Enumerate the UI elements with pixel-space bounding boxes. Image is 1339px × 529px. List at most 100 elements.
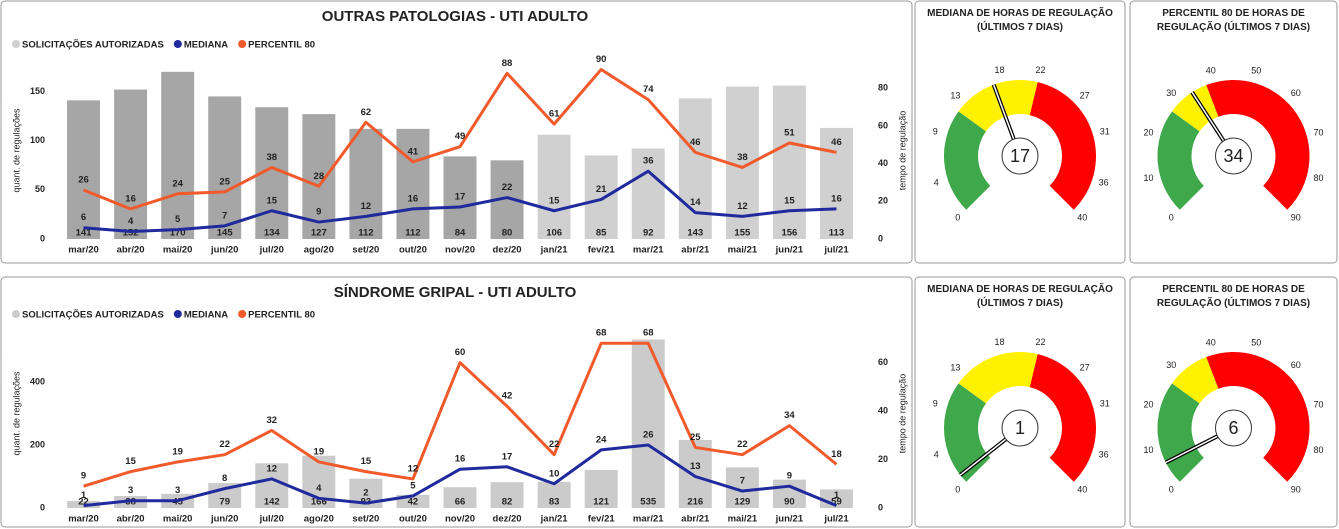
bar xyxy=(443,156,477,239)
line-value-label: 15 xyxy=(549,195,560,206)
legend-label: PERCENTIL 80 xyxy=(248,310,315,321)
y-axis-title: quant. de regulações xyxy=(11,371,21,456)
gauge-tick-label: 50 xyxy=(1251,65,1261,75)
line-value-label: 5 xyxy=(175,214,181,225)
line-value-label: 46 xyxy=(831,137,842,148)
bar xyxy=(678,98,712,239)
gauge-band xyxy=(1029,354,1096,482)
x-tick-label: mar/21 xyxy=(633,245,664,256)
bar-value-label: 92 xyxy=(643,228,654,239)
line-value-label: 22 xyxy=(219,439,230,450)
line-value-label: 34 xyxy=(784,410,795,421)
bar-value-label: 66 xyxy=(455,497,466,508)
line-value-label: 7 xyxy=(740,476,745,487)
line-value-label: 74 xyxy=(643,84,654,95)
y2-tick-label: 0 xyxy=(878,233,883,243)
gauge-tick-label: 50 xyxy=(1251,337,1261,347)
bar xyxy=(584,469,618,508)
legend-marker xyxy=(173,40,182,48)
gauge-tick-label: 27 xyxy=(1080,363,1090,373)
legend-marker xyxy=(173,310,182,318)
line-value-label: 38 xyxy=(266,152,277,163)
line-value-label: 21 xyxy=(596,184,607,195)
line-value-label: 60 xyxy=(455,347,466,358)
y-tick-label: 0 xyxy=(40,233,45,243)
line-value-label: 16 xyxy=(831,193,842,204)
x-tick-label: ago/20 xyxy=(304,514,334,525)
bar-value-label: 535 xyxy=(640,497,657,508)
bar xyxy=(349,128,383,239)
gauge-needle-inner xyxy=(959,438,1007,476)
line-value-label: 13 xyxy=(690,461,701,472)
y2-tick-label: 40 xyxy=(878,158,888,168)
legend-label: SOLICITAÇÕES AUTORIZADAS xyxy=(22,40,164,51)
x-tick-label: mar/20 xyxy=(68,514,99,525)
bar-value-label: 143 xyxy=(687,228,703,239)
x-tick-label: jun/21 xyxy=(775,514,804,525)
bar xyxy=(631,339,665,508)
line-value-label: 2 xyxy=(363,488,368,499)
bar xyxy=(537,481,571,508)
y2-axis-title: tempo de regulação xyxy=(897,111,907,191)
y-axis-title: quant. de regulações xyxy=(11,108,21,193)
line-series xyxy=(83,341,838,488)
gauge-tick-label: 10 xyxy=(1143,173,1153,183)
x-tick-label: jul/20 xyxy=(259,514,284,525)
bar-value-label: 166 xyxy=(311,497,327,508)
gauge-tick-label: 9 xyxy=(933,126,938,136)
gauge-tick-label: 20 xyxy=(1143,400,1153,410)
line-value-label: 28 xyxy=(314,171,325,182)
line-value-label: 22 xyxy=(737,439,748,450)
line-value-label: 46 xyxy=(690,137,701,148)
bar-value-label: 112 xyxy=(358,228,373,239)
gauge-tick-label: 9 xyxy=(933,398,938,408)
x-tick-label: mar/21 xyxy=(633,514,664,525)
gauge-tick-label: 36 xyxy=(1099,450,1109,460)
gauge-needle-inner xyxy=(1191,91,1225,142)
gauge-band xyxy=(1029,82,1096,210)
x-tick-label: abr/20 xyxy=(117,514,145,525)
line-value-label: 1 xyxy=(834,490,840,501)
gauge-title: PERCENTIL 80 DE HORAS DE REGULAÇÃO (ÚLTI… xyxy=(1156,284,1311,309)
gauge-tick-label: 13 xyxy=(950,363,960,373)
gauge-tick-label: 40 xyxy=(1206,337,1216,347)
x-tick-label: mar/20 xyxy=(68,245,99,256)
gauge-tick-label: 40 xyxy=(1206,65,1216,75)
x-tick-label: jun/21 xyxy=(775,245,804,256)
gauge-band xyxy=(944,383,991,482)
line-value-label: 7 xyxy=(222,210,227,221)
line-value-label: 5 xyxy=(410,480,416,491)
y2-tick-label: 40 xyxy=(878,405,888,415)
line-value-label: 4 xyxy=(128,216,134,227)
bar xyxy=(208,96,242,240)
x-tick-label: jul/21 xyxy=(823,245,849,256)
gauge-hub xyxy=(1001,137,1039,175)
line-value-label: 19 xyxy=(314,446,325,457)
y2-tick-label: 0 xyxy=(878,502,883,512)
line-value-label: 10 xyxy=(549,468,560,479)
line-value-label: 24 xyxy=(172,178,183,189)
bar-value-label: 129 xyxy=(734,497,750,508)
line-value-label: 25 xyxy=(690,432,701,443)
bar-value-label: 170 xyxy=(170,228,186,239)
line-series xyxy=(82,68,837,211)
gauge-title-box: PERCENTIL 80 DE HORAS DE REGULAÇÃO (ÚLTI… xyxy=(1156,284,1311,309)
line-value-label: 9 xyxy=(787,471,792,482)
gauge-tick-label: 20 xyxy=(1143,128,1153,138)
bar-value-label: 79 xyxy=(219,497,230,508)
bar-value-label: 42 xyxy=(408,497,419,508)
line-value-label: 22 xyxy=(549,439,560,450)
x-tick-label: mai/20 xyxy=(163,245,193,256)
gauge-tick-label: 36 xyxy=(1099,178,1109,188)
line-value-label: 12 xyxy=(737,201,748,212)
gauge-value: 17 xyxy=(1010,146,1030,166)
bar xyxy=(490,482,524,508)
gauge-band xyxy=(958,79,1038,132)
x-tick-label: out/20 xyxy=(399,245,427,256)
gauge-tick-label: 18 xyxy=(994,65,1004,75)
x-tick-label: abr/21 xyxy=(681,245,710,256)
chart-title: SÍNDROME GRIPAL - UTI ADULTO xyxy=(334,284,577,301)
gauge-tick-label: 70 xyxy=(1313,128,1323,138)
line-value-label: 15 xyxy=(125,456,136,467)
gauge-band xyxy=(1206,80,1310,210)
